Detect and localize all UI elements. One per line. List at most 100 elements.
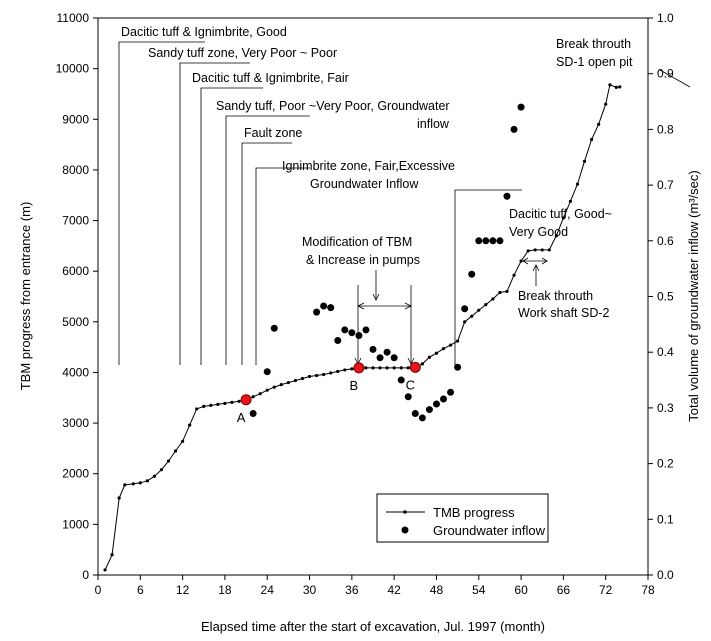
groundwater-inflow-point <box>369 345 377 353</box>
tmb-progress-point <box>131 482 135 486</box>
left-y-tick-label: 9000 <box>62 112 89 126</box>
x-tick-label: 30 <box>303 583 317 597</box>
tmb-progress-point <box>604 102 608 106</box>
zone-line-5 <box>241 142 292 365</box>
tmb-progress-point <box>188 423 192 427</box>
tmb-progress-point <box>519 259 523 263</box>
right-y-tick-label: 0.9 <box>657 67 674 81</box>
groundwater-inflow-point <box>432 400 440 408</box>
tmb-progress-point <box>463 320 467 324</box>
arrow-sd1 <box>659 69 691 88</box>
annotation-sandy-tuff-groundwater: Sandy tuff, Poor ~Very Poor, Groundwater <box>216 99 450 113</box>
tmb-progress-point <box>618 85 622 89</box>
tmb-progress-point <box>364 366 368 370</box>
left-y-tick-label: 4000 <box>62 365 89 379</box>
x-tick-label: 24 <box>261 583 275 597</box>
annotation-modification-1: Modification of TBM <box>302 235 412 249</box>
tmb-progress-point <box>441 347 446 351</box>
groundwater-inflow-point <box>249 409 257 417</box>
tmb-progress-point <box>117 496 121 500</box>
zone-lines <box>118 41 522 365</box>
groundwater-inflow-point <box>404 393 412 401</box>
tmb-progress-point <box>110 553 114 557</box>
tmb-progress-point <box>314 373 319 378</box>
left-y-axis: 0 1000 2000 3000 4000 5000 6000 7000 8000 9000 100… <box>56 11 98 582</box>
right-y-tick-label: 1.0 <box>657 11 674 25</box>
tmb-progress-point <box>279 383 283 387</box>
groundwater-inflow-point <box>468 270 476 278</box>
zone-line-2 <box>179 62 250 365</box>
tmb-progress-point <box>343 368 347 372</box>
arrow-sd2-head-up <box>532 264 540 272</box>
zone-line-1 <box>118 41 205 365</box>
tmb-progress-point <box>512 273 516 277</box>
left-y-tick-label: 7000 <box>62 214 89 228</box>
right-y-tick-label: 0.5 <box>657 290 674 304</box>
tmb-progress-point <box>202 404 206 408</box>
x-tick-label: 0 <box>95 583 102 597</box>
tmb-progress-point <box>265 388 269 392</box>
x-tick-label: 42 <box>387 583 401 597</box>
right-y-tick-label: 0.1 <box>657 512 674 526</box>
annotation-breakthrough-sd1-1: Break throuth <box>556 37 631 51</box>
groundwater-inflow-point <box>383 348 391 356</box>
right-y-tick-label: 0.7 <box>657 178 674 192</box>
x-tick-label: 48 <box>430 583 444 597</box>
marked-point-label-c: C <box>406 377 415 392</box>
tmb-progress-point <box>138 481 142 485</box>
left-y-tick-label: 10000 <box>56 62 90 76</box>
tmb-progress-point <box>575 182 580 186</box>
tmb-progress-point <box>477 308 481 312</box>
marked-point-a <box>240 394 252 406</box>
legend-label-tmb-progress: TMB progress <box>433 505 515 520</box>
left-y-tick-label: 5000 <box>62 315 89 329</box>
tmb-progress-point <box>448 343 453 347</box>
legend: TMB progress Groundwater inflow <box>376 493 549 543</box>
annotation-breakthrough-sd2-2: Work shaft SD-2 <box>518 306 610 320</box>
tmb-progress-point <box>258 392 262 396</box>
groundwater-inflow-point <box>397 376 405 384</box>
annotation-ignimbrite-zone: Ignimbrite zone, Fair,Excessive <box>282 159 455 173</box>
tmb-progress-point <box>533 248 537 252</box>
right-y-tick-label: 0.3 <box>657 401 674 415</box>
tmb-progress-point <box>392 366 396 370</box>
legend-swatch-groundwater-inflow <box>401 526 409 534</box>
tmb-progress-point <box>350 367 354 371</box>
left-y-tick-label: 2000 <box>62 467 89 481</box>
left-y-tick-label: 1000 <box>62 517 89 531</box>
tmb-progress-point <box>152 474 157 478</box>
annotation-dacitic-verygood-1: Dacitic tuff, Good~ <box>509 207 612 221</box>
tmb-progress-point <box>614 85 618 89</box>
groundwater-inflow-point <box>376 354 384 362</box>
groundwater-inflow-point <box>475 237 483 245</box>
tmb-progress-point <box>145 479 149 483</box>
annotation-dacitic-verygood-2: Very Good <box>509 225 568 239</box>
tmb-progress-point <box>385 366 389 370</box>
groundwater-inflow-point <box>263 368 271 376</box>
tmb-progress-point <box>456 339 460 343</box>
marked-point-label-a: A <box>237 410 246 425</box>
tmb-progress-point <box>322 372 326 377</box>
tmb-progress-point <box>420 362 424 366</box>
annotation-sandy-tuff-zone: Sandy tuff zone, Very Poor ~ Poor <box>148 46 337 60</box>
right-y-axis: 0.0 0.1 0.2 0.3 0.4 0.5 0.6 0.7 0.8 0.9 1.0 <box>648 11 674 582</box>
tmb-progress-point <box>181 439 185 443</box>
arrow-sd2-head-right <box>541 257 548 265</box>
x-tick-label: 60 <box>514 583 528 597</box>
left-y-tick-label: 11000 <box>57 11 90 25</box>
groundwater-inflow-point <box>503 192 511 200</box>
tmb-progress-point <box>434 351 439 355</box>
annotation-modification-2: & Increase in pumps <box>306 253 420 267</box>
tmb-progress-point <box>582 159 587 163</box>
arrow-head-down <box>372 293 380 301</box>
tmb-progress-point <box>329 371 333 375</box>
right-y-tick-label: 0.6 <box>657 234 674 248</box>
groundwater-inflow-point <box>489 237 497 245</box>
annotation-dacitic-good: Dacitic tuff & Ignimbrite, Good <box>121 25 287 39</box>
tmb-progress-point <box>166 459 171 463</box>
right-y-tick-label: 0.2 <box>657 457 674 471</box>
tmb-progress-point <box>498 290 502 295</box>
tmb-progress-point <box>293 378 298 383</box>
zone-line-4 <box>225 115 310 365</box>
